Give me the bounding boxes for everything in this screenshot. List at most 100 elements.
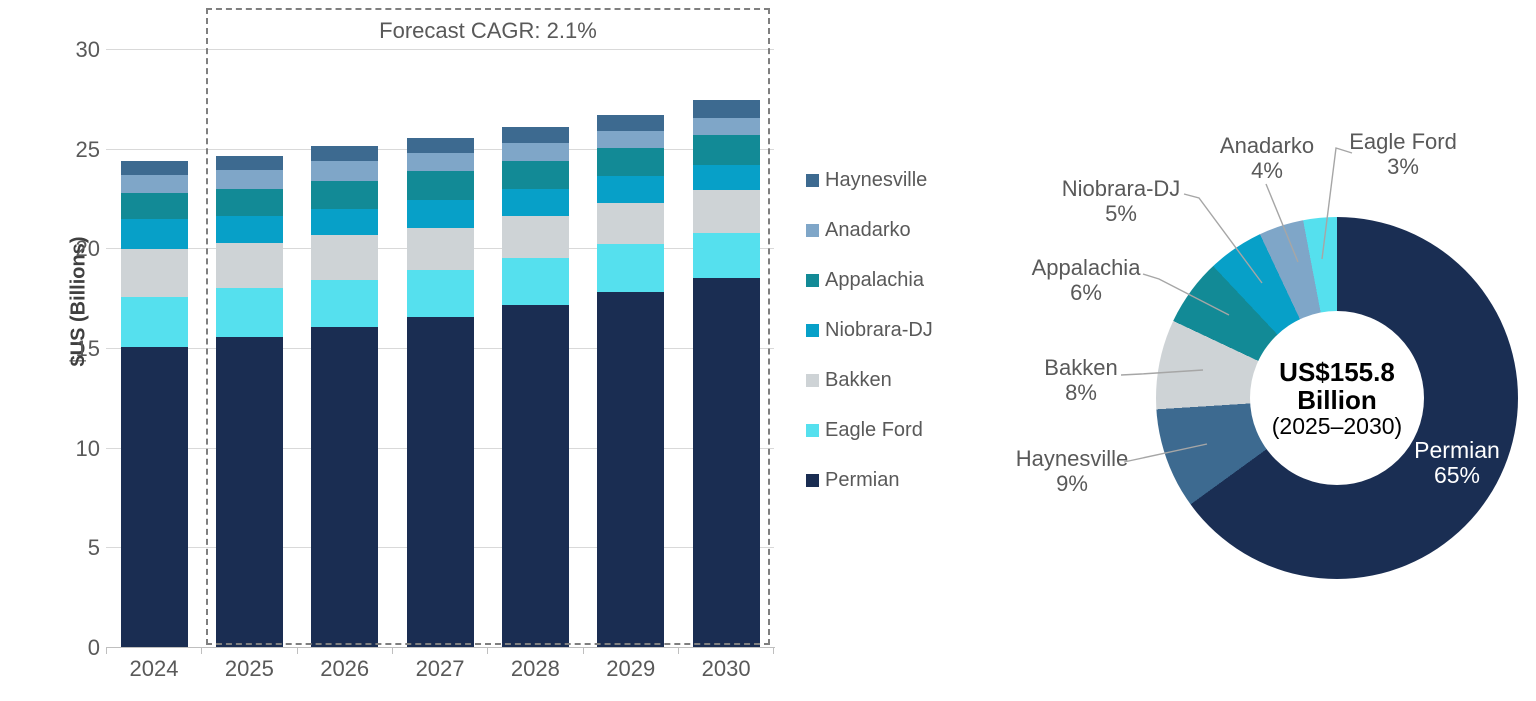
bar-segment-appalachia-2030	[692, 134, 760, 165]
legend-marker-haynesville	[806, 173, 819, 187]
legend-item-niobrara-dj: Niobrara-DJ	[806, 318, 933, 342]
donut-chart: US$155.8 Billion (2025–2030)	[1156, 217, 1518, 579]
legend-marker-niobrara-dj	[806, 323, 819, 337]
bar-segment-bakken-2025	[215, 242, 283, 289]
bar-segment-appalachia-2026	[311, 180, 379, 209]
y-tick-label-0: 0	[87, 635, 100, 660]
legend-label-bakken: Bakken	[825, 368, 892, 391]
gridline-30	[106, 49, 774, 51]
bar-segment-niobrara-dj-2026	[311, 208, 379, 235]
legend-marker-anadarko	[806, 223, 819, 237]
bar-segment-haynesville-2028	[501, 127, 569, 143]
x-axis-tick-4	[487, 648, 489, 654]
bar-segment-haynesville-2026	[311, 145, 379, 161]
x-tick-label-2026: 2026	[320, 656, 370, 681]
bar-segment-anadarko-2029	[597, 130, 665, 148]
bar-2026	[311, 145, 379, 648]
bar-segment-permian-2028	[501, 305, 569, 648]
donut-label-appalachia: Appalachia 6%	[1011, 255, 1161, 305]
donut-label-permian: Permian 65%	[1382, 438, 1532, 488]
donut-label-permian-pct: 65%	[1433, 462, 1481, 488]
x-tick-label-2029: 2029	[606, 656, 656, 681]
donut-label-bakken-pct: 8%	[1065, 380, 1097, 405]
bar-segment-haynesville-2027	[406, 138, 474, 153]
y-tick-label-15: 15	[75, 336, 100, 362]
legend-item-haynesville: Haynesville	[806, 168, 933, 192]
donut-label-bakken: Bakken 8%	[1006, 355, 1156, 405]
bar-segment-appalachia-2027	[406, 170, 474, 200]
bar-2027	[406, 138, 474, 648]
x-axis-tick-6	[678, 648, 680, 654]
bar-2024	[120, 160, 188, 648]
legend-label-anadarko: Anadarko	[825, 218, 911, 241]
donut-label-bakken-name: Bakken	[1044, 355, 1118, 380]
legend-item-bakken: Bakken	[806, 368, 933, 392]
bar-segment-niobrara-dj-2030	[692, 164, 760, 190]
x-axis-tick-0	[106, 648, 107, 654]
donut-center-period: (2025–2030)	[1271, 412, 1403, 439]
x-axis-labels: 2024 2025 2026 2027 2028 2029 2030	[0, 656, 900, 686]
y-tick-label-5: 5	[87, 535, 100, 561]
bar-segment-permian-2029	[597, 292, 665, 648]
bar-segment-haynesville-2025	[215, 155, 283, 170]
donut-center-total: US$155.8	[1279, 356, 1395, 387]
bar-segment-eagle-ford-2030	[692, 232, 760, 279]
bar-segment-permian-2025	[215, 337, 283, 648]
y-tick-label-10: 10	[75, 435, 100, 461]
bar-legend: Haynesville Anadarko Appalachia Niobrara-DJ…	[806, 168, 933, 518]
bar-segment-bakken-2027	[406, 227, 474, 271]
donut-label-niobrara-dj: Niobrara-DJ 5%	[1046, 176, 1196, 226]
donut-label-appalachia-name: Appalachia	[1031, 255, 1141, 280]
x-tick-label-2030: 2030	[701, 656, 751, 681]
bar-segment-anadarko-2024	[120, 174, 188, 193]
x-axis-tick-2	[296, 648, 298, 654]
donut-label-eagle-ford: Eagle Ford 3%	[1328, 129, 1478, 179]
donut-center-unit: Billion	[1297, 384, 1377, 415]
bar-2029	[597, 114, 665, 648]
bar-segment-permian-2027	[406, 317, 474, 648]
y-tick-label-25: 25	[75, 136, 100, 162]
donut-label-haynesville-pct: 9%	[1056, 471, 1088, 496]
bar-segment-appalachia-2028	[501, 160, 569, 189]
forecast-annotation-box: Forecast CAGR: 2.1%	[206, 8, 770, 645]
x-tick-label-2025: 2025	[224, 656, 274, 681]
legend-label-niobrara-dj: Niobrara-DJ	[825, 318, 933, 341]
x-axis-tick-3	[392, 648, 394, 654]
bar-segment-niobrara-dj-2025	[215, 215, 283, 243]
donut-label-niobrara-dj-pct: 5%	[1105, 201, 1137, 226]
x-tick-label-2024: 2024	[129, 656, 179, 681]
legend-item-eagle-ford: Eagle Ford	[806, 418, 933, 442]
y-axis-tick-labels: 0 5 10 15 20 25 30	[38, 0, 100, 701]
legend-label-permian: Permian	[825, 468, 900, 491]
bar-segment-appalachia-2025	[215, 188, 283, 216]
bar-segment-haynesville-2024	[120, 160, 188, 175]
bar-segment-anadarko-2028	[501, 142, 569, 161]
donut-label-haynesville-name: Haynesville	[1015, 446, 1129, 471]
bar-segment-eagle-ford-2029	[597, 244, 665, 293]
legend-marker-appalachia	[806, 273, 819, 287]
y-tick-label-30: 30	[75, 37, 100, 63]
bar-segment-permian-2024	[120, 347, 188, 648]
bar-segment-haynesville-2029	[597, 114, 665, 131]
donut-label-eagle-ford-name: Eagle Ford	[1349, 129, 1457, 154]
bar-plot-area	[106, 8, 774, 648]
bar-2025	[215, 155, 283, 648]
bar-2030	[692, 100, 760, 648]
donut-label-haynesville: Haynesville 9%	[997, 446, 1147, 496]
donut-label-niobrara-dj-name: Niobrara-DJ	[1061, 176, 1181, 201]
x-axis-line	[106, 647, 775, 648]
x-axis-tick-7	[773, 648, 775, 654]
donut-label-anadarko-name: Anadarko	[1219, 133, 1315, 158]
bar-segment-appalachia-2029	[597, 147, 665, 176]
legend-label-eagle-ford: Eagle Ford	[825, 418, 923, 441]
donut-center: US$155.8 Billion (2025–2030)	[1250, 311, 1424, 485]
forecast-annotation-label: Forecast CAGR: 2.1%	[379, 18, 597, 43]
bar-segment-anadarko-2026	[311, 160, 379, 181]
bar-segment-anadarko-2025	[215, 169, 283, 189]
legend-label-haynesville: Haynesville	[825, 168, 928, 191]
donut-label-anadarko: Anadarko 4%	[1192, 133, 1342, 183]
bar-segment-bakken-2029	[597, 202, 665, 245]
bar-segment-eagle-ford-2024	[120, 297, 188, 348]
bar-segment-eagle-ford-2027	[406, 270, 474, 318]
legend-marker-eagle-ford	[806, 423, 819, 437]
